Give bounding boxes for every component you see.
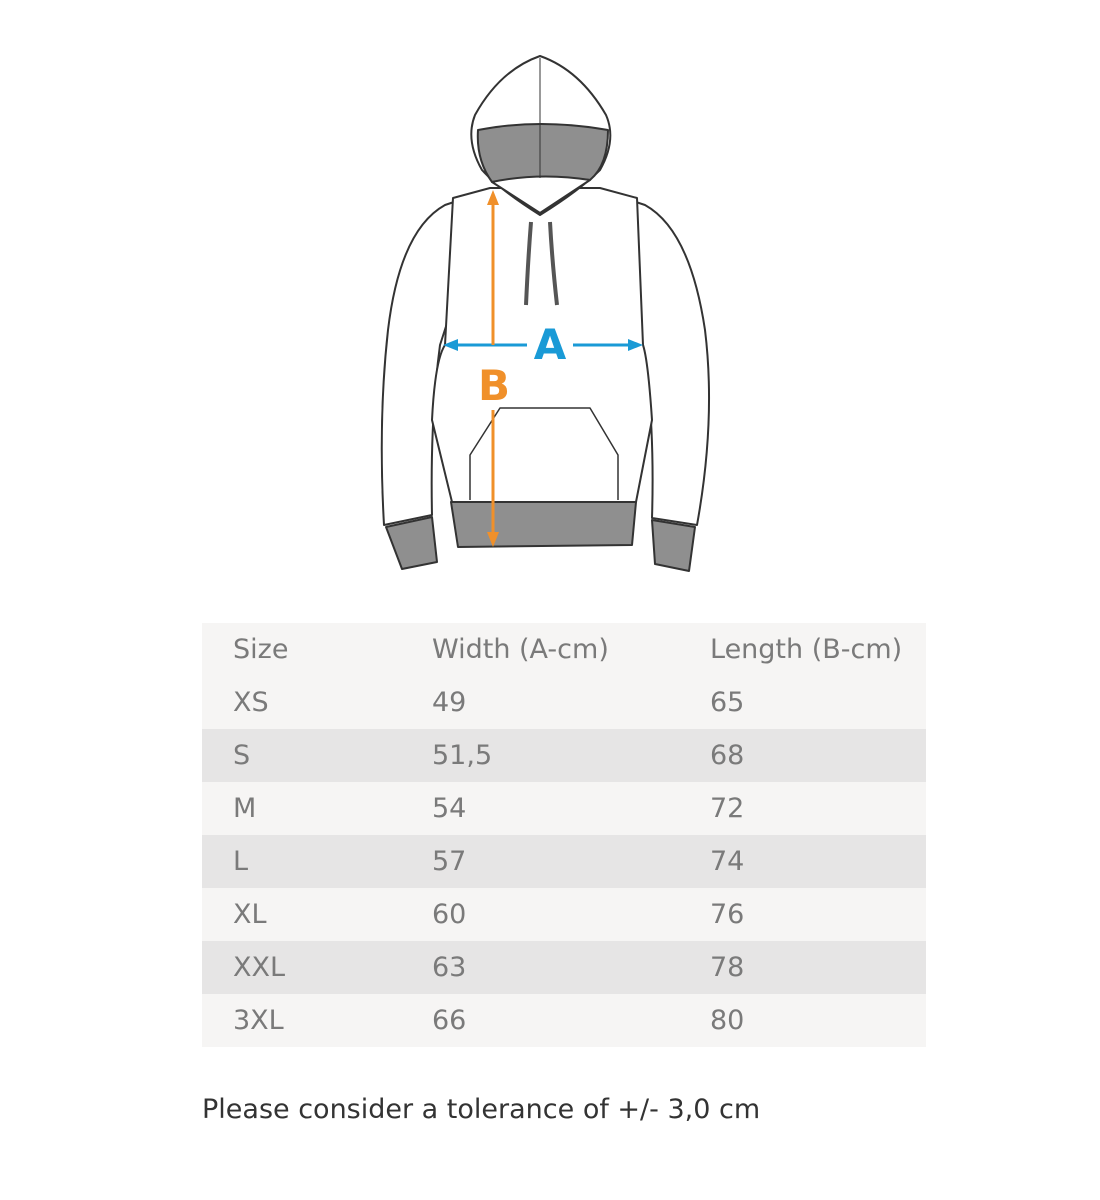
table-header-row: Size Width (A-cm) Length (B-cm) — [202, 623, 926, 676]
cell-width: 57 — [432, 846, 467, 877]
length-arrow-b: B — [478, 190, 510, 547]
kangaroo-pocket — [469, 407, 619, 500]
table-row: L 57 74 — [202, 835, 926, 888]
cell-length: 74 — [710, 846, 745, 877]
right-cuff — [651, 519, 696, 572]
cell-width: 51,5 — [432, 740, 493, 771]
table-row: XS 49 65 — [202, 676, 926, 729]
cell-size: 3XL — [233, 1005, 284, 1036]
drawstring-left — [524, 221, 533, 306]
table-row: S 51,5 68 — [202, 729, 926, 782]
cell-width: 63 — [432, 952, 467, 983]
cell-length: 76 — [710, 899, 745, 930]
hoodie-diagram: A B — [380, 55, 710, 572]
cell-size: L — [233, 846, 249, 877]
table-row: XL 60 76 — [202, 888, 926, 941]
cell-length: 65 — [710, 687, 745, 718]
width-arrow-a: A — [443, 320, 643, 369]
left-cuff — [385, 516, 438, 570]
cell-size: M — [233, 793, 257, 824]
cell-size: XXL — [233, 952, 286, 983]
header-width: Width (A-cm) — [432, 634, 609, 665]
cell-length: 80 — [710, 1005, 745, 1036]
cell-width: 66 — [432, 1005, 467, 1036]
cell-length: 72 — [710, 793, 745, 824]
table-row: XXL 63 78 — [202, 941, 926, 994]
label-a: A — [534, 320, 567, 369]
header-length: Length (B-cm) — [710, 634, 903, 665]
cell-size: XS — [233, 687, 269, 718]
cell-width: 54 — [432, 793, 467, 824]
drawstring-right — [548, 221, 559, 306]
cell-width: 60 — [432, 899, 467, 930]
hood-lining — [476, 123, 609, 183]
cell-size: S — [233, 740, 251, 771]
table-row: 3XL 66 80 — [202, 994, 926, 1047]
cell-width: 49 — [432, 687, 467, 718]
table-row: M 54 72 — [202, 782, 926, 835]
waistband — [450, 501, 637, 548]
tolerance-note: Please consider a tolerance of +/- 3,0 c… — [202, 1094, 761, 1125]
neck-opening — [491, 175, 591, 214]
label-b: B — [478, 361, 510, 410]
cell-size: XL — [233, 899, 267, 930]
cell-length: 68 — [710, 740, 745, 771]
size-table: Size Width (A-cm) Length (B-cm) XS 49 65 S 5… — [202, 623, 926, 1047]
cell-length: 78 — [710, 952, 745, 983]
header-size: Size — [233, 634, 289, 665]
